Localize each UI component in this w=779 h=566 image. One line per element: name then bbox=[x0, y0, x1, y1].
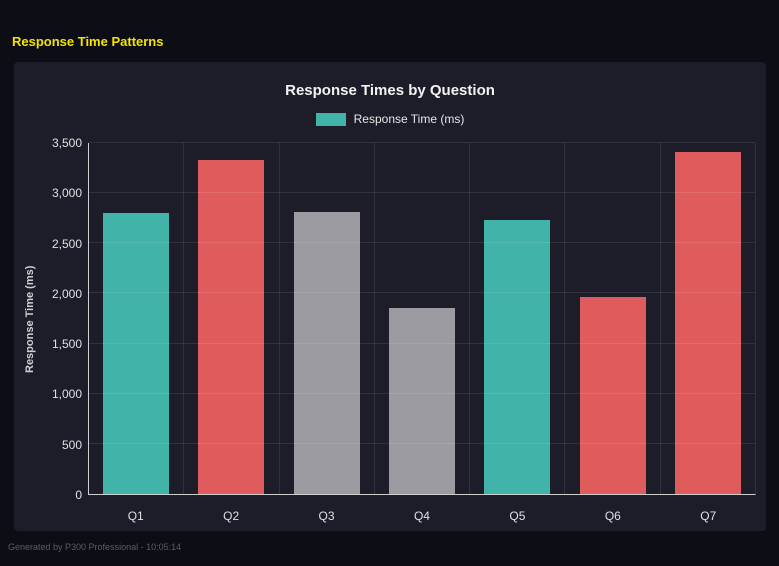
bar-q6[interactable] bbox=[579, 297, 646, 494]
bar-slot-q4 bbox=[373, 143, 469, 494]
x-tick-label-q5: Q5 bbox=[509, 509, 526, 523]
bar-slot-q2 bbox=[183, 143, 278, 494]
bar-slot-q3 bbox=[278, 143, 374, 494]
chart-legend[interactable]: Response Time (ms) bbox=[14, 112, 766, 126]
legend-label: Response Time (ms) bbox=[353, 112, 465, 126]
y-tick-label: 2,000 bbox=[51, 286, 82, 301]
y-tick-label: 3,500 bbox=[51, 136, 82, 150]
chart-title: Response Times by Question bbox=[285, 82, 495, 99]
plot-area bbox=[88, 142, 756, 495]
x-tick-label-q7: Q7 bbox=[700, 509, 717, 523]
gridline-h bbox=[89, 442, 755, 444]
bar-slot-q7 bbox=[659, 143, 755, 494]
page-title: Response Time Patterns bbox=[12, 34, 164, 49]
bar-q7[interactable] bbox=[674, 152, 741, 494]
gridline-h bbox=[89, 242, 755, 244]
footer-text: Generated by P300 Professional - 10:05:1… bbox=[8, 542, 182, 552]
gridline-h bbox=[89, 392, 755, 394]
x-tick-label-q2: Q2 bbox=[223, 509, 240, 523]
x-tick-label-q4: Q4 bbox=[413, 509, 430, 523]
chart-panel: Response Times by Question Response Time… bbox=[14, 62, 766, 531]
bar-q3[interactable] bbox=[293, 212, 360, 494]
legend-swatch bbox=[315, 112, 346, 126]
gridline-h bbox=[89, 142, 755, 143]
y-tick-label: 0 bbox=[75, 488, 82, 502]
bar-slot-q1 bbox=[89, 143, 183, 494]
gridline-h bbox=[89, 342, 755, 344]
y-tick-label: 3,000 bbox=[51, 186, 82, 201]
bar-q1[interactable] bbox=[103, 213, 170, 494]
y-tick-label: 500 bbox=[61, 437, 82, 452]
gridline-h bbox=[89, 292, 755, 294]
y-tick-label: 2,500 bbox=[51, 236, 82, 251]
x-tick-label-q1: Q1 bbox=[127, 509, 144, 523]
bar-slot-q5 bbox=[469, 143, 564, 494]
gridline-h bbox=[89, 192, 755, 194]
x-axis-labels: Q1 Q2 Q3 Q4 Q5 Q6 Q7 bbox=[88, 505, 756, 527]
bar-q5[interactable] bbox=[484, 220, 551, 494]
bar-q2[interactable] bbox=[198, 160, 265, 494]
x-tick-label-q6: Q6 bbox=[604, 509, 621, 523]
x-tick-label-q3: Q3 bbox=[318, 509, 335, 523]
y-tick-label: 1,500 bbox=[51, 337, 82, 352]
y-axis-ticks: 0 500 1,000 1,500 2,000 2,500 3,000 3,500 bbox=[30, 136, 82, 502]
y-tick-label: 1,000 bbox=[51, 387, 82, 402]
bar-slot-q6 bbox=[564, 143, 659, 494]
bar-q4[interactable] bbox=[388, 308, 455, 494]
